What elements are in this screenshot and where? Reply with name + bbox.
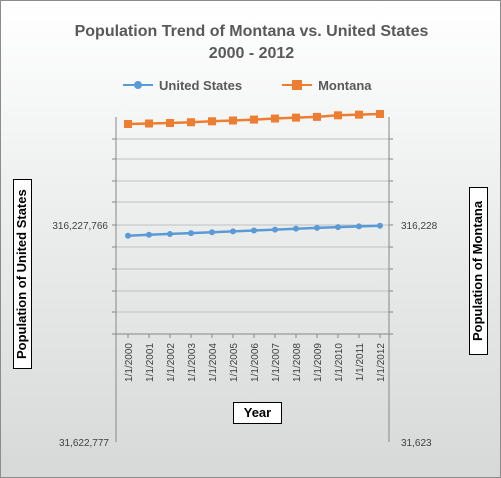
point-montana-5 [229,116,237,125]
point-montana-6 [250,115,258,124]
left-tick-label-lower: 31,622,777 [59,438,109,449]
x-tick-label-11: 1/1/2011 [355,343,366,382]
x-tick-label-4: 1/1/2004 [208,343,219,382]
point-united-states-4 [209,229,215,236]
x-tick-label-8: 1/1/2008 [292,343,303,382]
point-montana-7 [271,114,279,123]
chart-title: Population Trend of Montana vs. United S… [1,21,500,65]
right-tick-label-upper: 316,228 [401,221,438,232]
legend-circle-marker [134,81,142,89]
legend-square-marker [292,80,303,90]
x-axis-title: Year [233,402,282,424]
point-montana-10 [334,111,342,120]
legend-line-united-states [123,81,153,89]
point-montana-0 [124,120,132,128]
left-tick-label-upper: 316,227,766 [52,221,108,232]
point-united-states-8 [293,225,299,232]
chart-title-line2: 2000 - 2012 [208,45,295,62]
point-montana-9 [313,112,321,121]
point-united-states-0 [125,232,131,239]
point-united-states-9 [314,224,320,231]
point-montana-11 [355,110,363,119]
point-montana-4 [208,117,216,126]
legend-label-montana: Montana [318,77,372,93]
x-tick-label-5: 1/1/2005 [229,343,240,382]
legend-item-united-states: United States [123,78,242,93]
legend: United States Montana [123,77,412,93]
point-united-states-3 [188,230,194,237]
legend-line-montana [282,80,313,90]
x-tick-label-10: 1/1/2010 [334,343,345,382]
x-tick-label-7: 1/1/2007 [271,343,282,382]
x-tick-label-6: 1/1/2006 [250,343,261,382]
point-united-states-10 [335,224,341,231]
legend-item-montana: Montana [282,77,372,93]
point-montana-2 [166,119,174,128]
x-tick-label-3: 1/1/2003 [187,343,198,382]
chart-title-line1: Population Trend of Montana vs. United S… [74,23,429,40]
point-united-states-12 [377,222,383,229]
point-montana-3 [187,118,195,127]
point-montana-8 [292,113,300,122]
right-tick-label-lower: 31,623 [401,438,432,449]
x-tick-label-12: 1/1/2012 [376,343,387,382]
point-united-states-5 [230,228,236,235]
point-united-states-1 [146,231,152,238]
point-montana-1 [145,119,153,128]
x-tick-label-2: 1/1/2002 [166,343,177,382]
point-montana-12 [376,110,384,118]
legend-label-united-states: United States [159,77,243,93]
point-united-states-2 [167,230,173,237]
x-tick-label-9: 1/1/2009 [313,343,324,382]
x-tick-label-1: 1/1/2001 [145,343,156,382]
point-united-states-11 [356,223,362,230]
point-united-states-6 [251,227,257,234]
point-united-states-7 [272,226,278,233]
x-tick-label-0: 1/1/2000 [124,343,135,382]
